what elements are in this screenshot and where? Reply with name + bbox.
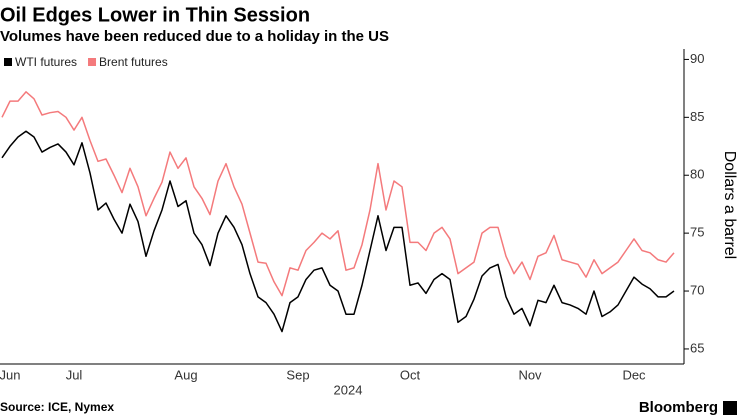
legend-label: WTI futures [15, 55, 77, 69]
series-line [1, 130, 675, 333]
x-tick-label: Nov [518, 367, 542, 382]
x-tick-label: Oct [400, 367, 421, 382]
brand: Bloomberg [639, 399, 718, 416]
legend-swatch [88, 58, 97, 66]
y-tick-label: 85 [690, 109, 704, 124]
x-tick-label: Aug [174, 367, 197, 382]
y-axis-label: Dollars a barrel [721, 151, 738, 259]
x-tick-label: Jul [66, 367, 83, 382]
series-line [1, 91, 675, 297]
chart-title: Oil Edges Lower in Thin Session [0, 4, 310, 26]
x-axis-label: 2024 [334, 382, 363, 397]
y-tick-label: 70 [690, 282, 704, 297]
y-tick-label: 80 [690, 167, 704, 182]
chart-subtitle: Volumes have been reduced due to a holid… [0, 28, 389, 45]
legend-swatch [4, 58, 12, 66]
x-tick-label: Dec [622, 367, 646, 382]
x-tick-label: Jun [0, 367, 20, 382]
x-tick-label: Sep [286, 367, 309, 382]
source: Source: ICE, Nymex [0, 400, 114, 414]
brand-icon [723, 401, 737, 415]
legend-label: Brent futures [99, 55, 168, 69]
y-tick-label: 75 [690, 225, 704, 240]
y-tick-label: 65 [690, 340, 704, 355]
y-tick-label: 90 [690, 51, 704, 66]
